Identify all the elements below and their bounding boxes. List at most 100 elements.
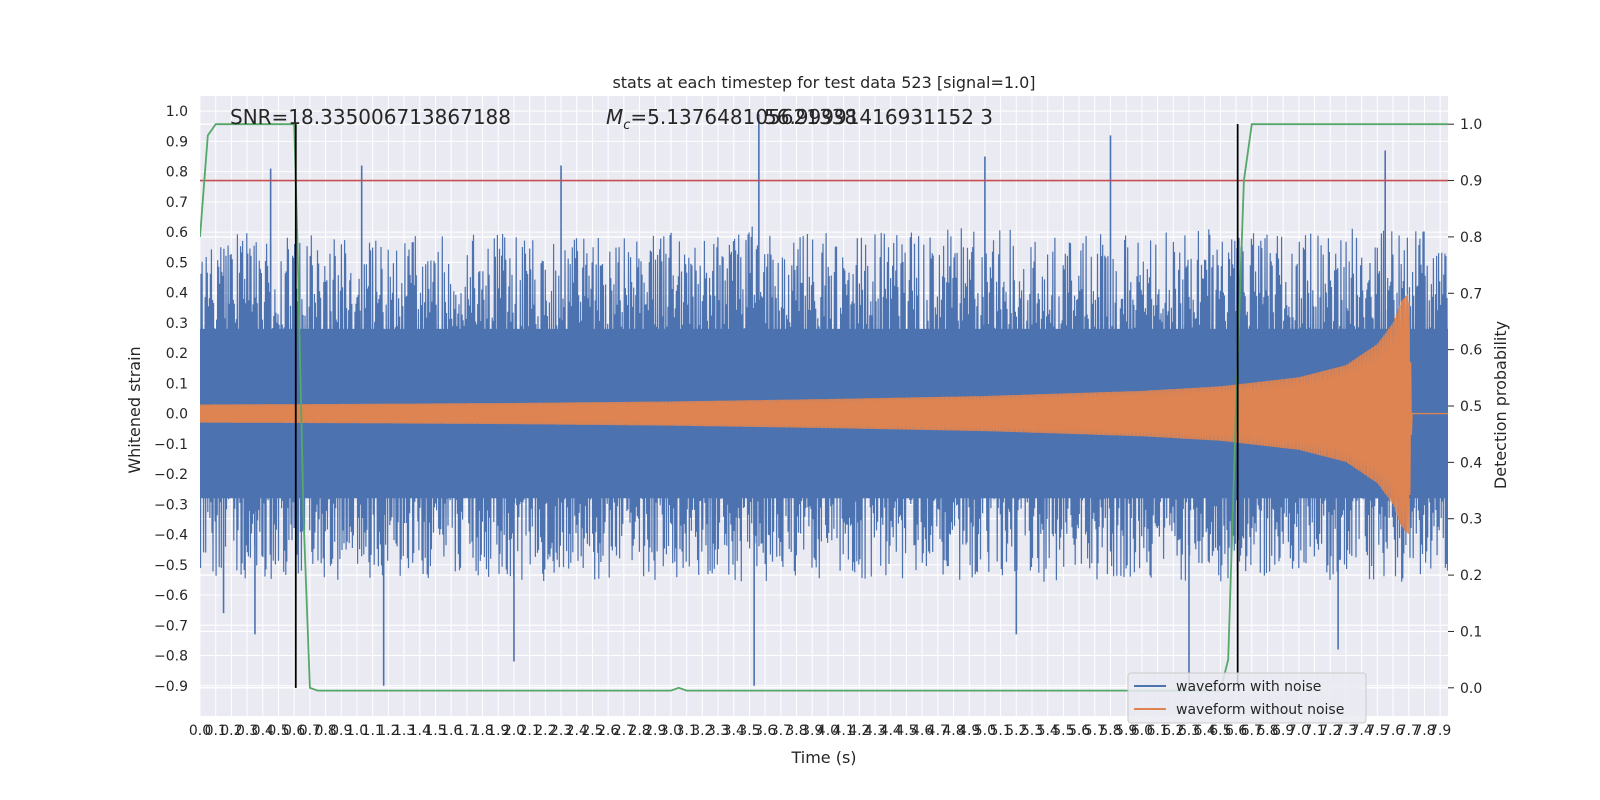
x-tick-label: 5.2: [1005, 723, 1027, 739]
x-tick-label: 1.5: [424, 723, 446, 739]
x-tick-label: 7.9: [1429, 723, 1451, 739]
x-tick-label: 5.9: [1115, 723, 1137, 739]
x-tick-label: 2.5: [581, 723, 603, 739]
mc-subscript: c: [623, 118, 630, 133]
y-axis-label: Whitened strain: [125, 346, 144, 473]
x-tick-label: 1.8: [471, 723, 493, 739]
x-tick-label: 3.5: [738, 723, 760, 739]
legend-box: [1127, 672, 1367, 724]
x-tick-label: 6.9: [1272, 723, 1294, 739]
legend-label-noise: waveform with noise: [1176, 679, 1321, 695]
x-tick-label: 3.6: [754, 723, 776, 739]
snr-annotation: SNR=18.335006713867188: [230, 105, 511, 129]
y-tick-label: 0.2: [166, 346, 188, 362]
x-tick-label: 7.7: [1398, 723, 1420, 739]
x-tick-label: 6.0: [1131, 723, 1153, 739]
x-tick-label: 5.6: [1068, 723, 1090, 739]
y2-tick-label: 1.0: [1460, 117, 1482, 133]
x-tick-label: 6.1: [1146, 723, 1168, 739]
x-tick-label: 2.4: [566, 723, 588, 739]
x-tick-label: 4.2: [848, 723, 870, 739]
x-tick-label: 7.4: [1351, 723, 1373, 739]
x-tick-label: 4.6: [911, 723, 933, 739]
x-tick-label: 5.8: [1099, 723, 1121, 739]
x-tick-label: 6.7: [1241, 723, 1263, 739]
x-tick-label: 1.0: [346, 723, 368, 739]
x-tick-label: 4.8: [942, 723, 964, 739]
x-tick-label: 4.1: [832, 723, 854, 739]
y-tick-label: 0.8: [166, 165, 188, 181]
x-tick-label: 3.2: [691, 723, 713, 739]
x-tick-label: 6.5: [1209, 723, 1231, 739]
x-tick-label: 4.3: [864, 723, 886, 739]
x-tick-label: 7.3: [1335, 723, 1357, 739]
x-tick-label: 3.1: [676, 723, 698, 739]
x-tick-label: 1.6: [440, 723, 462, 739]
x-tick-label: 6.2: [1162, 723, 1184, 739]
y2-tick-label: 0.6: [1460, 343, 1482, 359]
y-tick-label: −0.8: [154, 649, 188, 665]
y2-tick-label: 0.2: [1460, 568, 1482, 584]
x-tick-label: 2.3: [550, 723, 572, 739]
x-tick-label: 2.1: [519, 723, 541, 739]
x-tick-label: 3.0: [660, 723, 682, 739]
x-tick-label: 0.2: [220, 723, 242, 739]
y-tick-label: 0.7: [166, 195, 188, 211]
y2-tick-label: 0.8: [1460, 230, 1482, 246]
mc-annotation: Mc=5.137648105621338: [606, 105, 857, 133]
y-tick-label: 0.9: [166, 134, 188, 150]
x-tick-label: 4.9: [958, 723, 980, 739]
chart-title: stats at each timestep for test data 523…: [612, 73, 1035, 92]
x-tick-label: 2.7: [613, 723, 635, 739]
x-tick-label: 5.1: [989, 723, 1011, 739]
y-tick-label: −0.7: [154, 618, 188, 634]
y-tick-label: −0.6: [154, 588, 188, 604]
x-tick-label: 3.9: [801, 723, 823, 739]
y-tick-label: −0.2: [154, 467, 188, 483]
x-tick-label: 6.8: [1256, 723, 1278, 739]
x-tick-label: 1.2: [377, 723, 399, 739]
x-tick-label: 0.1: [205, 723, 227, 739]
legend: waveform with noise waveform without noi…: [1127, 672, 1367, 724]
y2-axis-label: Detection probability: [1491, 321, 1510, 489]
x-tick-label: 0.4: [252, 723, 274, 739]
x-tick-label: 6.4: [1194, 723, 1216, 739]
series-layer: [200, 114, 1448, 692]
x-tick-label: 4.5: [895, 723, 917, 739]
x-tick-label: 5.0: [974, 723, 996, 739]
mc-value: =5.137648105621338: [630, 105, 857, 129]
y-tick-label: −0.9: [154, 679, 188, 695]
y2-tick-label: 0.1: [1460, 624, 1482, 640]
x-tick-label: 6.3: [1178, 723, 1200, 739]
x-tick-label: 4.7: [927, 723, 949, 739]
y-axis-ticks: 1.0 0.9 0.8 0.7 0.6 0.5 0.4 0.3 0.2 0.1 0.0 −0.1 −0.…: [154, 104, 188, 695]
x-tick-label: 3.7: [770, 723, 792, 739]
y-tick-label: 0.5: [166, 255, 188, 271]
series-detection-probability: [200, 123, 1448, 692]
y2-tick-label: 0.9: [1460, 174, 1482, 190]
mc-symbol: M: [606, 105, 623, 129]
y-tick-label: 0.1: [166, 376, 188, 392]
x-tick-label: 1.3: [393, 723, 415, 739]
x-tick-label: 1.4: [409, 723, 431, 739]
x-axis-ticks: 0.00.10.20.30.40.50.60.70.80.91.01.11.21…: [189, 723, 1451, 739]
y2-tick-label: 0.5: [1460, 399, 1482, 415]
x-tick-label: 3.3: [707, 723, 729, 739]
x-tick-label: 7.6: [1382, 723, 1404, 739]
y2-tick-label: 0.3: [1460, 512, 1482, 528]
series-waveform-without-noise: [200, 294, 1448, 534]
x-tick-label: 3.4: [723, 723, 745, 739]
x-tick-label: 7.8: [1413, 723, 1435, 739]
x-tick-label: 0.9: [330, 723, 352, 739]
x-tick-label: 2.2: [534, 723, 556, 739]
y-tick-label: 0.3: [166, 316, 188, 332]
x-tick-label: 4.0: [817, 723, 839, 739]
x-tick-label: 0.5: [267, 723, 289, 739]
y-tick-label: −0.1: [154, 437, 188, 453]
x-tick-label: 4.4: [880, 723, 902, 739]
x-tick-label: 2.8: [628, 723, 650, 739]
x-tick-label: 5.3: [1021, 723, 1043, 739]
x-tick-label: 1.7: [456, 723, 478, 739]
y-tick-label: 0.4: [166, 286, 188, 302]
x-tick-label: 5.4: [1037, 723, 1059, 739]
